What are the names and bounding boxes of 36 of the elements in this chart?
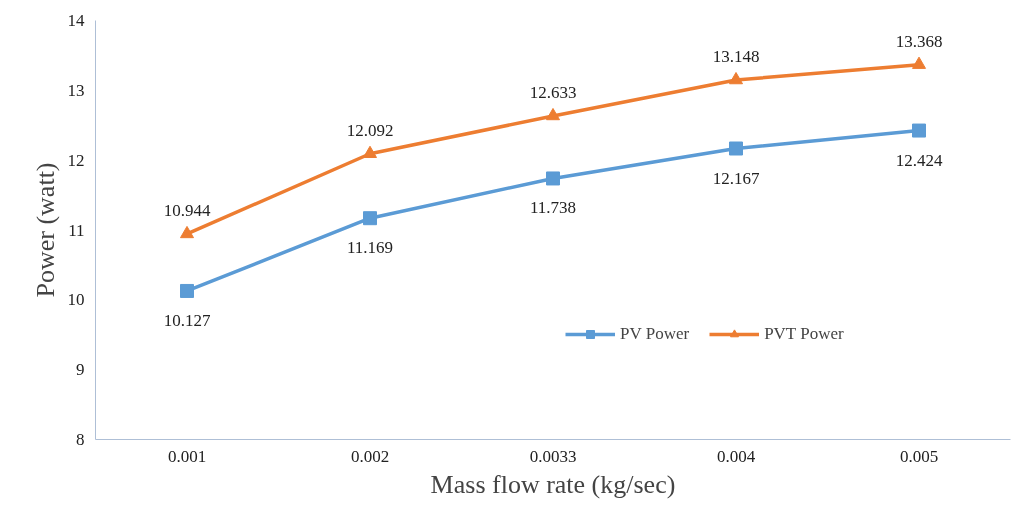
x-tick-label: 0.005 (899, 446, 939, 466)
data-label: 11.738 (529, 198, 577, 218)
x-axis-title: Mass flow rate (kg/sec) (430, 469, 676, 499)
x-tick-label: 0.004 (716, 446, 756, 466)
data-label: 13.368 (895, 31, 943, 51)
data-label: 11.169 (346, 238, 394, 258)
x-tick-label: 0.002 (350, 446, 390, 466)
y-tick-label: 8 (76, 430, 85, 449)
point (729, 71, 743, 85)
point (546, 171, 560, 186)
point (363, 211, 377, 226)
y-axis-title: Power (watt) (30, 162, 60, 298)
y-tick-label: 10 (67, 290, 85, 310)
data-label: 10.944 (163, 200, 211, 220)
data-label: 13.148 (712, 47, 760, 66)
data-label: 10.127 (163, 310, 211, 330)
y-tick-label: 13 (67, 80, 85, 100)
x-tick-label: 0.001 (167, 446, 207, 466)
point (546, 107, 560, 121)
y-tick-label: 11 (68, 220, 85, 240)
data-label: 12.167 (712, 168, 760, 188)
point (180, 283, 194, 298)
point (729, 141, 743, 156)
legend-label: PVT Power (764, 324, 844, 344)
data-label: 12.424 (895, 150, 943, 170)
data-label: 12.633 (529, 82, 577, 102)
point (363, 145, 377, 158)
point (912, 56, 926, 69)
point (912, 123, 926, 138)
legend-label: PV Power (620, 324, 690, 344)
point (180, 225, 194, 239)
x-tick-label: 0.0033 (529, 446, 577, 466)
y-tick-label: 14 (67, 11, 85, 30)
y-tick-label: 9 (76, 360, 85, 380)
y-tick-label: 12 (67, 150, 85, 170)
data-label: 12.092 (346, 120, 394, 140)
